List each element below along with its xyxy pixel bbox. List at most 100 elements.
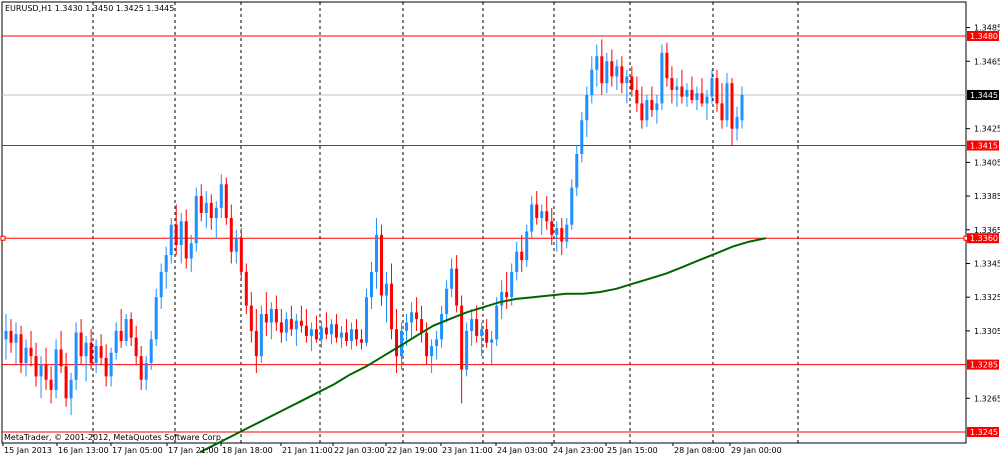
level-price-label: 1.3245 — [970, 428, 998, 437]
candle-body — [415, 312, 419, 320]
candle-body — [309, 329, 313, 336]
candle-body — [79, 332, 83, 357]
candle-body — [675, 86, 679, 90]
candle-body — [54, 349, 58, 390]
time-axis-label: 25 Jan 15:00 — [607, 446, 658, 455]
candle-body — [4, 330, 8, 340]
candle-body — [495, 305, 499, 340]
candle-body — [139, 356, 143, 380]
candle-body — [39, 364, 43, 377]
candle-body — [219, 184, 223, 208]
time-axis-label: 15 Jan 2013 — [4, 446, 52, 455]
price-axis-label: 1.3345 — [974, 259, 1000, 268]
time-axis-label: 24 Jan 23:00 — [553, 446, 604, 455]
candle-body — [690, 89, 694, 101]
candle-body — [560, 228, 564, 242]
candle-body — [410, 312, 414, 323]
candle-body — [605, 61, 609, 84]
price-axis-label: 1.3265 — [974, 394, 1000, 403]
candle-body — [234, 238, 238, 252]
candle-body — [405, 322, 409, 331]
candle-body — [24, 347, 28, 363]
candle-body — [680, 86, 684, 97]
candle-body — [640, 103, 644, 121]
candle-body — [134, 337, 138, 357]
candle-body — [475, 319, 479, 336]
time-axis-label: 18 Jan 18:00 — [222, 446, 273, 455]
candle-body — [655, 103, 659, 111]
price-axis-label: 1.3425 — [974, 125, 1000, 134]
candle-body — [29, 347, 33, 357]
candle-body — [450, 268, 454, 289]
candle-body — [670, 78, 674, 90]
candle-body — [179, 221, 183, 245]
candle-body — [174, 224, 178, 245]
plot-frame — [1, 1, 967, 444]
candle-body — [69, 379, 73, 399]
candle-body — [204, 202, 208, 213]
candle-body — [194, 196, 198, 244]
candle-body — [400, 330, 404, 357]
candle-body — [214, 207, 218, 218]
candle-body — [610, 61, 614, 77]
moving-average-line — [199, 237, 767, 454]
candle-body — [385, 283, 389, 296]
candle-body — [645, 100, 649, 121]
candle-body — [94, 346, 98, 363]
candle-body — [254, 330, 258, 357]
candle-body — [505, 292, 509, 298]
price-axis-label: 1.3465 — [974, 57, 1000, 66]
candle-body — [289, 319, 293, 330]
candle-body — [430, 346, 434, 357]
candle-body — [545, 211, 549, 222]
candle-body — [144, 362, 148, 380]
current-price-badge — [967, 89, 999, 100]
level-price-label: 1.3285 — [970, 361, 998, 370]
candle-body — [625, 76, 629, 84]
candle-body — [19, 334, 23, 363]
candle-body — [64, 366, 68, 399]
candle-body — [685, 89, 689, 97]
candle-body — [164, 255, 168, 272]
candle-body — [715, 78, 719, 104]
candle-body — [720, 103, 724, 121]
candle-body — [650, 100, 654, 111]
candle-body — [535, 204, 539, 218]
candle-body — [299, 320, 303, 326]
candle-body — [269, 308, 273, 323]
candle-body — [595, 56, 599, 70]
time-axis-label: 22 Jan 03:00 — [334, 446, 385, 455]
candle-body — [74, 332, 78, 380]
candle-body — [525, 231, 529, 261]
time-axis-label: 28 Jan 08:00 — [674, 446, 725, 455]
candle-body — [249, 305, 253, 331]
price-axis-label: 1.3305 — [974, 327, 1000, 336]
candle-body — [615, 66, 619, 77]
candle-body — [510, 271, 514, 298]
candle-body — [319, 327, 323, 340]
time-axis-label: 23 Jan 11:00 — [442, 446, 493, 455]
candle-body — [229, 217, 233, 252]
candle-body — [485, 329, 489, 343]
candle-body — [369, 271, 373, 298]
candle-body — [314, 329, 318, 340]
candle-body — [380, 234, 384, 296]
candle-body — [390, 283, 394, 330]
level-price-label: 1.3360 — [970, 234, 998, 243]
candle-body — [339, 332, 343, 338]
price-axis-label: 1.3405 — [974, 158, 1000, 167]
candle-body — [440, 314, 444, 340]
candle-body — [460, 305, 464, 370]
price-axis-label: 1.3485 — [974, 24, 1000, 33]
current-price-label: 1.3445 — [970, 91, 998, 100]
candle-body — [585, 94, 589, 121]
candle-body — [294, 320, 298, 330]
time-axis-label: 17 Jan 05:00 — [112, 446, 163, 455]
candle-body — [575, 153, 579, 188]
candle-body — [329, 324, 333, 335]
line-handle-left[interactable] — [0, 235, 6, 241]
candle-body — [209, 202, 213, 218]
candle-body — [129, 319, 133, 338]
